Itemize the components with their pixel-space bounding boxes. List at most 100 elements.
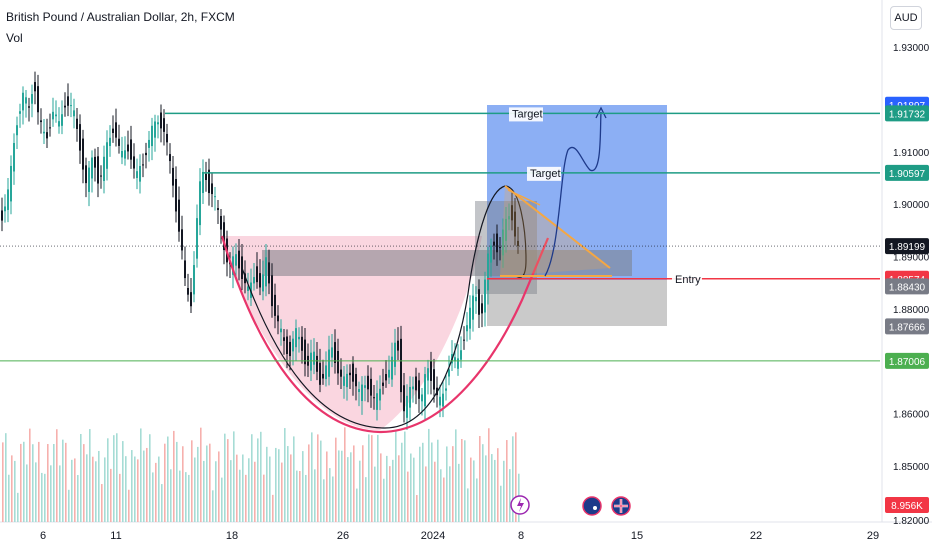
volume-bar [380, 453, 382, 522]
candle-body [484, 279, 486, 313]
cup-curve-inner[interactable] [241, 185, 506, 429]
volume-badge[interactable] [885, 497, 929, 513]
target-label-upper[interactable]: Target [512, 108, 543, 120]
price-tick-label: 1.85000 [893, 462, 930, 473]
candle-body [313, 351, 315, 365]
price-tick-label: 1.86000 [893, 410, 930, 421]
candle-body [187, 288, 189, 295]
candle-body [217, 208, 219, 211]
volume-bar [347, 457, 349, 522]
candle-body [94, 156, 96, 168]
volume-bar [284, 428, 286, 522]
candle-body [22, 92, 24, 111]
candle-body [331, 347, 333, 358]
volume-bar [383, 478, 385, 522]
volume-bar [188, 474, 190, 522]
candle-body [298, 336, 300, 340]
currency-button[interactable]: AUD [890, 6, 922, 30]
volume-bar [182, 446, 184, 522]
projection-arrow-head[interactable] [595, 106, 607, 119]
cup-curve-outer[interactable] [220, 235, 550, 434]
price-badge[interactable] [885, 318, 929, 335]
resistance-zone[interactable] [262, 250, 632, 276]
candle-body [76, 118, 78, 129]
candle-body [10, 165, 12, 202]
symbol-title[interactable]: British Pound / Australian Dollar, 2h, F… [6, 10, 235, 24]
volume-bar [422, 442, 424, 522]
candle-body [346, 373, 348, 388]
volume-bar [107, 438, 109, 522]
volume-bar [506, 440, 508, 522]
price-badge[interactable] [885, 105, 929, 122]
price-badge-label: 1.89199 [889, 242, 926, 253]
candle-body [118, 138, 120, 146]
stop-zone[interactable] [487, 280, 667, 326]
candle-body [304, 339, 306, 365]
price-badge[interactable] [885, 164, 929, 181]
price-badge[interactable] [885, 278, 929, 295]
volume-bar [194, 457, 196, 522]
target-label-lower[interactable]: Target [530, 168, 561, 180]
volume-bar [200, 427, 202, 522]
australia-star-icon [593, 506, 597, 510]
volume-bar [92, 456, 94, 522]
volume-bar [14, 460, 16, 522]
volume-bar [209, 443, 211, 522]
volume-indicator-label[interactable]: Vol [6, 31, 23, 45]
candle-body [472, 295, 474, 320]
australia-flag-icon[interactable] [582, 496, 602, 516]
candle-body [268, 262, 270, 284]
volume-bar [47, 444, 49, 522]
price-badge[interactable] [885, 352, 929, 369]
volume-bar [95, 461, 97, 522]
candle-body [295, 328, 297, 348]
time-tick-label: 29 [867, 530, 879, 542]
price-badge[interactable] [885, 238, 929, 255]
volume-bar [401, 442, 403, 522]
volume-bar [53, 444, 55, 522]
candle-body [412, 386, 414, 390]
projection-path[interactable] [544, 111, 602, 277]
volume-bar [467, 488, 469, 522]
volume-bar [431, 442, 433, 522]
candle-body [85, 165, 87, 184]
candle-body [127, 144, 129, 152]
volume-bar [206, 445, 208, 522]
volume-bar [476, 478, 478, 522]
triangle-top-line[interactable] [507, 189, 541, 206]
candle-body [487, 253, 489, 291]
candle-body [67, 96, 69, 106]
volume-bar [350, 452, 352, 522]
entry-label-bg [672, 272, 702, 287]
candle-body [334, 342, 336, 363]
candle-body [58, 121, 60, 127]
triangle-pattern[interactable] [500, 186, 610, 276]
candle-body [337, 350, 339, 374]
volume-bar [29, 428, 31, 522]
target-label-lower-bg [527, 166, 561, 181]
candle-body [79, 124, 81, 151]
candle-body [265, 257, 267, 287]
volume-bar [404, 431, 406, 522]
candle-body [1, 210, 3, 221]
volume-bar [263, 474, 265, 522]
candle-body [277, 315, 279, 322]
candle-body [184, 260, 186, 279]
candle-body [148, 139, 150, 148]
candle-body [283, 337, 285, 341]
volume-bar [410, 453, 412, 522]
volume-bar [488, 428, 490, 522]
candle-body [121, 150, 123, 158]
candle-body [97, 156, 99, 184]
candle-body [475, 297, 477, 302]
volume-bar [281, 462, 283, 522]
volume-bar [65, 442, 67, 522]
candle-body [379, 388, 381, 401]
entry-label[interactable]: Entry [675, 274, 701, 286]
candle-body [292, 338, 294, 352]
candle-body [100, 175, 102, 177]
candle-body [91, 157, 93, 179]
volume-bar [311, 432, 313, 522]
